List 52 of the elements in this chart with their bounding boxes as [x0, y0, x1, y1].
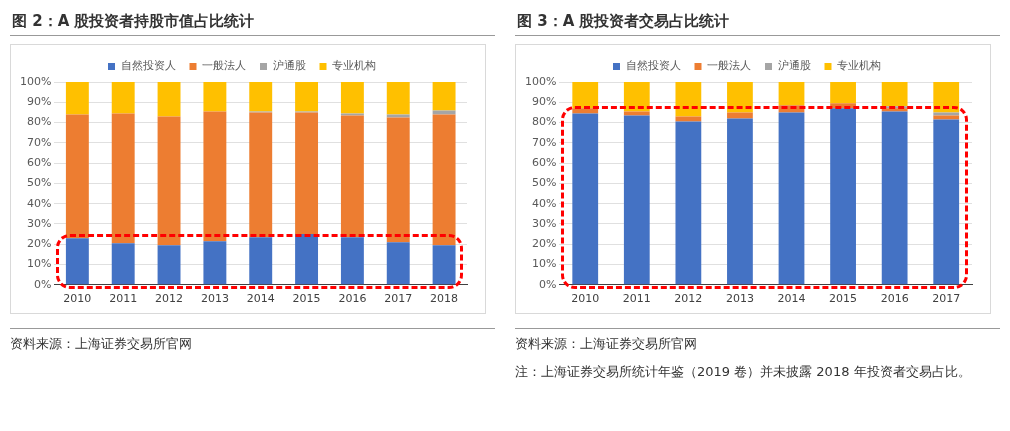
x-tick-label: 2016 [338, 292, 367, 306]
legend-label: 一般法人 [707, 59, 751, 73]
y-tick-label: 40% [26, 196, 52, 210]
text: 资料来源：上海证券交易所官网 [515, 335, 698, 353]
y-tick-label: 40% [531, 196, 557, 210]
y-tick-label: 60% [531, 155, 557, 169]
y-tick-label: 10% [26, 257, 52, 271]
y-tick-label: 0% [33, 277, 52, 291]
y-tick-label: 70% [26, 135, 52, 149]
legend-label: 专业机构 [332, 59, 376, 73]
x-tick-label: 2015 [292, 292, 321, 306]
legend-label: 自然投资人 [120, 59, 176, 73]
legend-label: 沪通股 [272, 59, 306, 73]
y-tick-label: 100% [524, 74, 557, 88]
chart-title: 图 2：A 股投资者持股市值占比统计 [10, 6, 495, 36]
legend-label: 自然投资人 [625, 59, 681, 73]
y-tick-label: 50% [26, 176, 52, 190]
x-tick-label: 2010 [63, 292, 92, 306]
x-tick-label: 2014 [777, 292, 806, 306]
y-tick-label: 90% [26, 95, 52, 109]
x-tick-label: 2015 [829, 292, 858, 306]
x-tick-label: 2010 [571, 292, 600, 306]
x-tick-label: 2012 [155, 292, 184, 306]
y-tick-label: 30% [26, 216, 52, 230]
text: 资料来源：上海证券交易所官网 [10, 335, 193, 353]
y-tick-label: 80% [26, 115, 52, 129]
x-tick-label: 2013 [200, 292, 229, 306]
text: 注：上海证券交易所统计年鉴（2019 卷）并未披露 2018 年投资者交易占比。 [515, 363, 972, 381]
x-tick-label: 2016 [880, 292, 909, 306]
y-tick-label: 30% [531, 216, 557, 230]
x-tick-label: 2014 [246, 292, 275, 306]
y-tick-label: 70% [531, 135, 557, 149]
y-tick-label: 10% [531, 257, 557, 271]
x-tick-label: 2011 [109, 292, 138, 306]
x-tick-label: 2012 [674, 292, 703, 306]
y-tick-label: 80% [531, 115, 557, 129]
y-tick-label: 90% [531, 95, 557, 109]
x-tick-label: 2011 [622, 292, 651, 306]
x-tick-label: 2013 [725, 292, 754, 306]
y-tick-label: 50% [531, 176, 557, 190]
legend-label: 专业机构 [837, 59, 881, 73]
y-tick-label: 60% [26, 155, 52, 169]
legend-label: 沪通股 [777, 59, 811, 73]
x-tick-label: 2017 [384, 292, 413, 306]
y-tick-label: 0% [538, 277, 557, 291]
x-tick-label: 2017 [932, 292, 961, 306]
chart-title: 图 3：A 股投资者交易占比统计 [515, 6, 1000, 36]
y-tick-label: 100% [19, 74, 52, 88]
y-tick-label: 20% [531, 237, 557, 251]
y-tick-label: 20% [26, 237, 52, 251]
legend-label: 一般法人 [202, 59, 246, 73]
x-tick-label: 2018 [430, 292, 459, 306]
